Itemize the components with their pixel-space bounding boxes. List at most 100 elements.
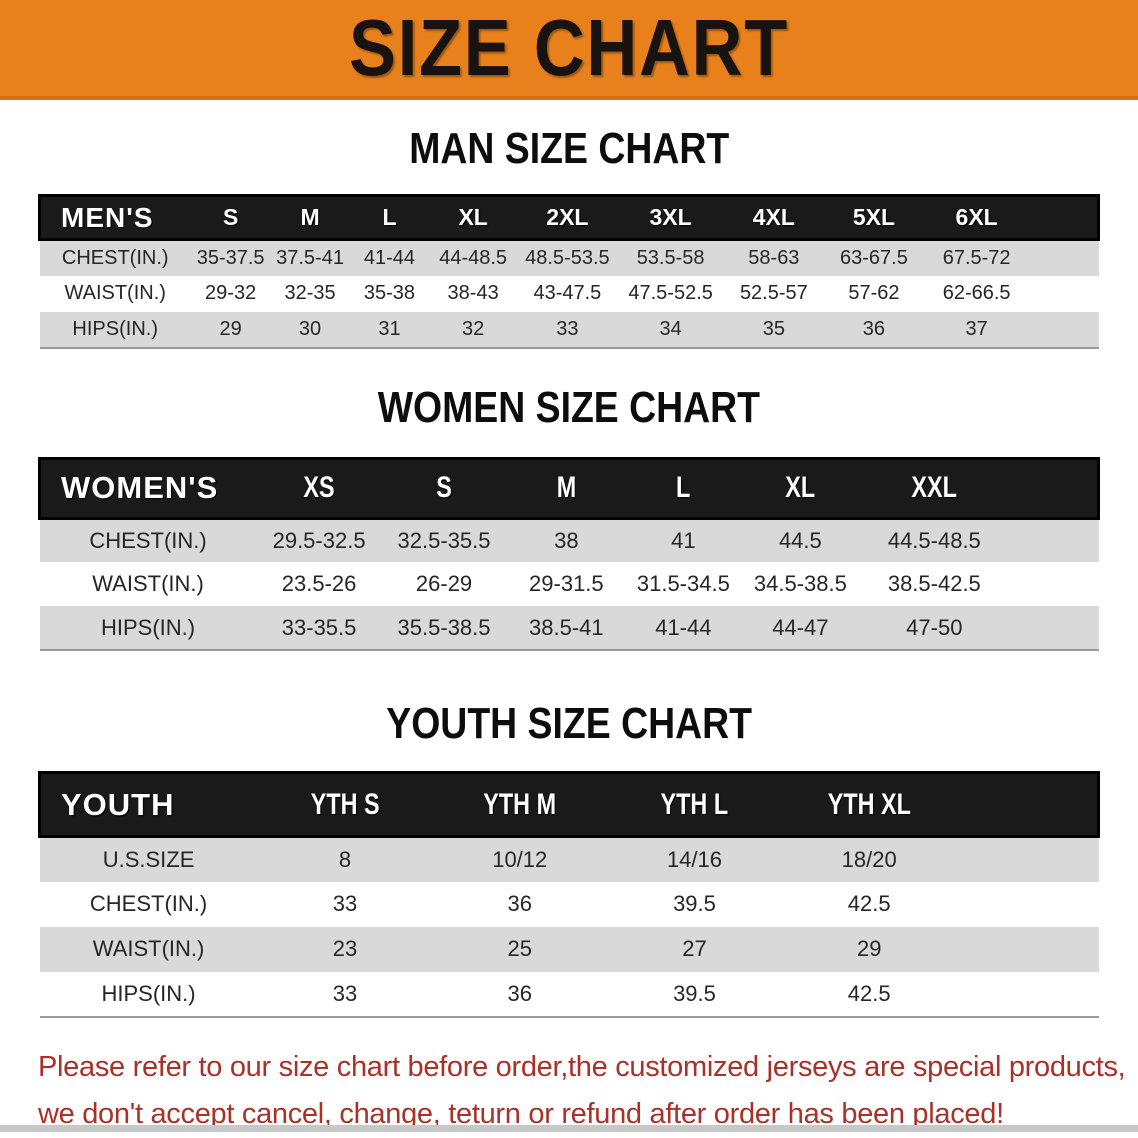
measurement-cell: 36 xyxy=(507,891,532,916)
measurement-cell: 25 xyxy=(507,936,532,961)
women-section-title-text: WOMEN SIZE CHART xyxy=(377,382,761,432)
measurement-cell: 42.5 xyxy=(847,980,891,1006)
measurement-cell: 48.5-53.5 xyxy=(525,246,610,269)
measurement-cell: 38-43 xyxy=(447,282,499,304)
row-filler-cell xyxy=(1030,240,1099,276)
row-filler-cell xyxy=(957,927,1099,972)
measurement-cell: 29 xyxy=(856,936,882,961)
row-label: CHEST(IN.) xyxy=(61,246,169,269)
measurement-cell: 23 xyxy=(332,936,358,961)
table-corner-label: WOMEN'S xyxy=(37,456,257,520)
row-label: WAIST(IN.) xyxy=(92,571,204,596)
bottom-edge-strip xyxy=(0,1125,1138,1132)
size-column-header-text: YTH M xyxy=(483,787,557,821)
size-column-header: YTH M xyxy=(432,771,608,838)
measurement-cell: 62-66.5 xyxy=(942,282,1011,304)
measurement-cell: 33 xyxy=(332,980,358,1006)
measurement-cell: 38.5-42.5 xyxy=(887,571,981,596)
measurement-cell: 44.5-48.5 xyxy=(887,527,981,553)
row-label: WAIST(IN.) xyxy=(92,936,205,961)
row-filler-cell xyxy=(1008,562,1098,606)
measurement-cell: 41 xyxy=(671,527,696,553)
measurement-cell: 23.5-26 xyxy=(281,571,357,596)
row-label: HIPS(IN.) xyxy=(72,317,158,340)
size-column-header-text: XL xyxy=(785,471,816,504)
measurement-row: U.S.SIZE 8 10/12 14/16 18/20 xyxy=(39,836,1099,882)
measurement-cell: 35-38 xyxy=(363,282,416,304)
measurement-cell: 47.5-52.5 xyxy=(628,282,713,304)
table-corner-label: MEN'S xyxy=(37,194,191,241)
row-label: CHEST(IN.) xyxy=(89,527,207,553)
measurement-cell: 30 xyxy=(298,317,322,340)
size-column-header: 2XL xyxy=(517,194,618,241)
size-column-header: 6XL xyxy=(923,194,1030,241)
measurement-cell: 35 xyxy=(762,317,785,340)
table-corner-label: YOUTH xyxy=(37,771,258,838)
size-column-header-text: L xyxy=(382,204,397,230)
measurement-cell: 37.5-41 xyxy=(276,246,344,269)
women-size-table: WOMEN'S XS S M L XL XXL CHEST(IN.) 29.5-32.5 32.5… xyxy=(37,456,1101,651)
measurement-cell: 34 xyxy=(659,317,682,340)
measurement-cell: 36 xyxy=(862,317,886,340)
measurement-cell: 8 xyxy=(338,846,352,872)
row-label: CHEST(IN.) xyxy=(89,891,208,916)
youth-size-section: YOUTH SIZE CHART YOUTH YTH S YTH M YTH L YTH… xyxy=(0,701,1138,1018)
size-header-row: MEN'S S M L XL 2XL 3XL 4XL 5XL 6XL xyxy=(37,194,1100,241)
size-column-header: YTH S xyxy=(257,771,433,838)
measurement-row: HIPS(IN.) 33-35.5 35.5-38.5 38.5-41 41-44 44-… xyxy=(39,606,1099,650)
measurement-cell: 41-44 xyxy=(363,246,416,269)
measurement-cell: 33 xyxy=(332,891,358,916)
measurement-cell: 52.5-57 xyxy=(739,282,808,304)
measurement-cell: 32-35 xyxy=(284,282,336,304)
measurement-row: WAIST(IN.) 29-32 32-35 35-38 38-43 43-47.5 47.… xyxy=(39,275,1099,312)
size-chart-banner: SIZE CHART xyxy=(0,0,1138,100)
size-column-header-text: 3XL xyxy=(649,204,692,230)
row-filler-cell xyxy=(957,882,1099,927)
size-column-header-text: S xyxy=(436,471,452,504)
measurement-row: WAIST(IN.) 23 25 27 29 xyxy=(39,926,1099,972)
measurement-cell: 37 xyxy=(965,317,988,340)
size-column-header-text: 4XL xyxy=(752,204,795,230)
measurement-cell: 47-50 xyxy=(906,614,963,640)
row-filler-cell xyxy=(1008,518,1098,562)
youth-section-title: YOUTH SIZE CHART xyxy=(0,701,1138,747)
women-section-title: WOMEN SIZE CHART xyxy=(0,382,1138,432)
measurement-cell: 63-67.5 xyxy=(840,246,908,269)
measurement-cell: 39.5 xyxy=(673,980,716,1006)
order-notice: Please refer to our size chart before or… xyxy=(0,1044,1138,1138)
measurement-row: CHEST(IN.) 33 36 39.5 42.5 xyxy=(39,881,1099,927)
size-column-header: 5XL xyxy=(824,194,924,241)
measurement-cell: 34.5-38.5 xyxy=(753,571,847,596)
row-filler-cell xyxy=(957,972,1099,1017)
measurement-row: HIPS(IN.) 33 36 39.5 42.5 xyxy=(39,971,1099,1017)
size-column-header: L xyxy=(626,456,741,520)
measurement-cell: 33 xyxy=(556,317,579,340)
measurement-cell: 29 xyxy=(219,317,242,340)
size-column-header-text: L xyxy=(676,471,691,504)
measurement-cell: 18/20 xyxy=(841,846,897,872)
size-column-header: XXL xyxy=(860,456,1009,520)
size-column-header: L xyxy=(349,194,430,241)
measurement-cell: 29-31.5 xyxy=(529,571,604,596)
measurement-cell: 35-37.5 xyxy=(196,246,265,269)
table-corner-label-text: WOMEN'S xyxy=(61,470,219,505)
header-filler-cell xyxy=(1029,194,1100,241)
table-corner-label-text: YOUTH xyxy=(61,786,175,822)
row-filler-cell xyxy=(1030,276,1099,312)
measurement-row: CHEST(IN.) 35-37.5 37.5-41 41-44 44-48.5 48.5… xyxy=(39,239,1099,276)
measurement-cell: 44-48.5 xyxy=(439,246,508,269)
row-filler-cell xyxy=(1008,606,1098,650)
size-column-header-text: XL xyxy=(458,204,488,230)
measurement-cell: 26-29 xyxy=(415,571,473,596)
measurement-cell: 53.5-58 xyxy=(636,246,705,269)
measurement-cell: 32 xyxy=(462,317,485,340)
row-label: U.S.SIZE xyxy=(102,846,195,872)
measurement-cell: 35.5-38.5 xyxy=(397,614,491,640)
measurement-cell: 31 xyxy=(378,317,401,340)
header-filler-cell xyxy=(956,771,1100,838)
notice-line-1: Please refer to our size chart before or… xyxy=(38,1050,1126,1083)
size-column-header: 3XL xyxy=(617,194,724,241)
size-column-header-text: 6XL xyxy=(955,204,998,230)
measurement-cell: 57-62 xyxy=(848,282,900,304)
men-size-table: MEN'S S M L XL 2XL 3XL 4XL 5XL 6XL CHEST(IN.) 35-37… xyxy=(37,194,1100,349)
